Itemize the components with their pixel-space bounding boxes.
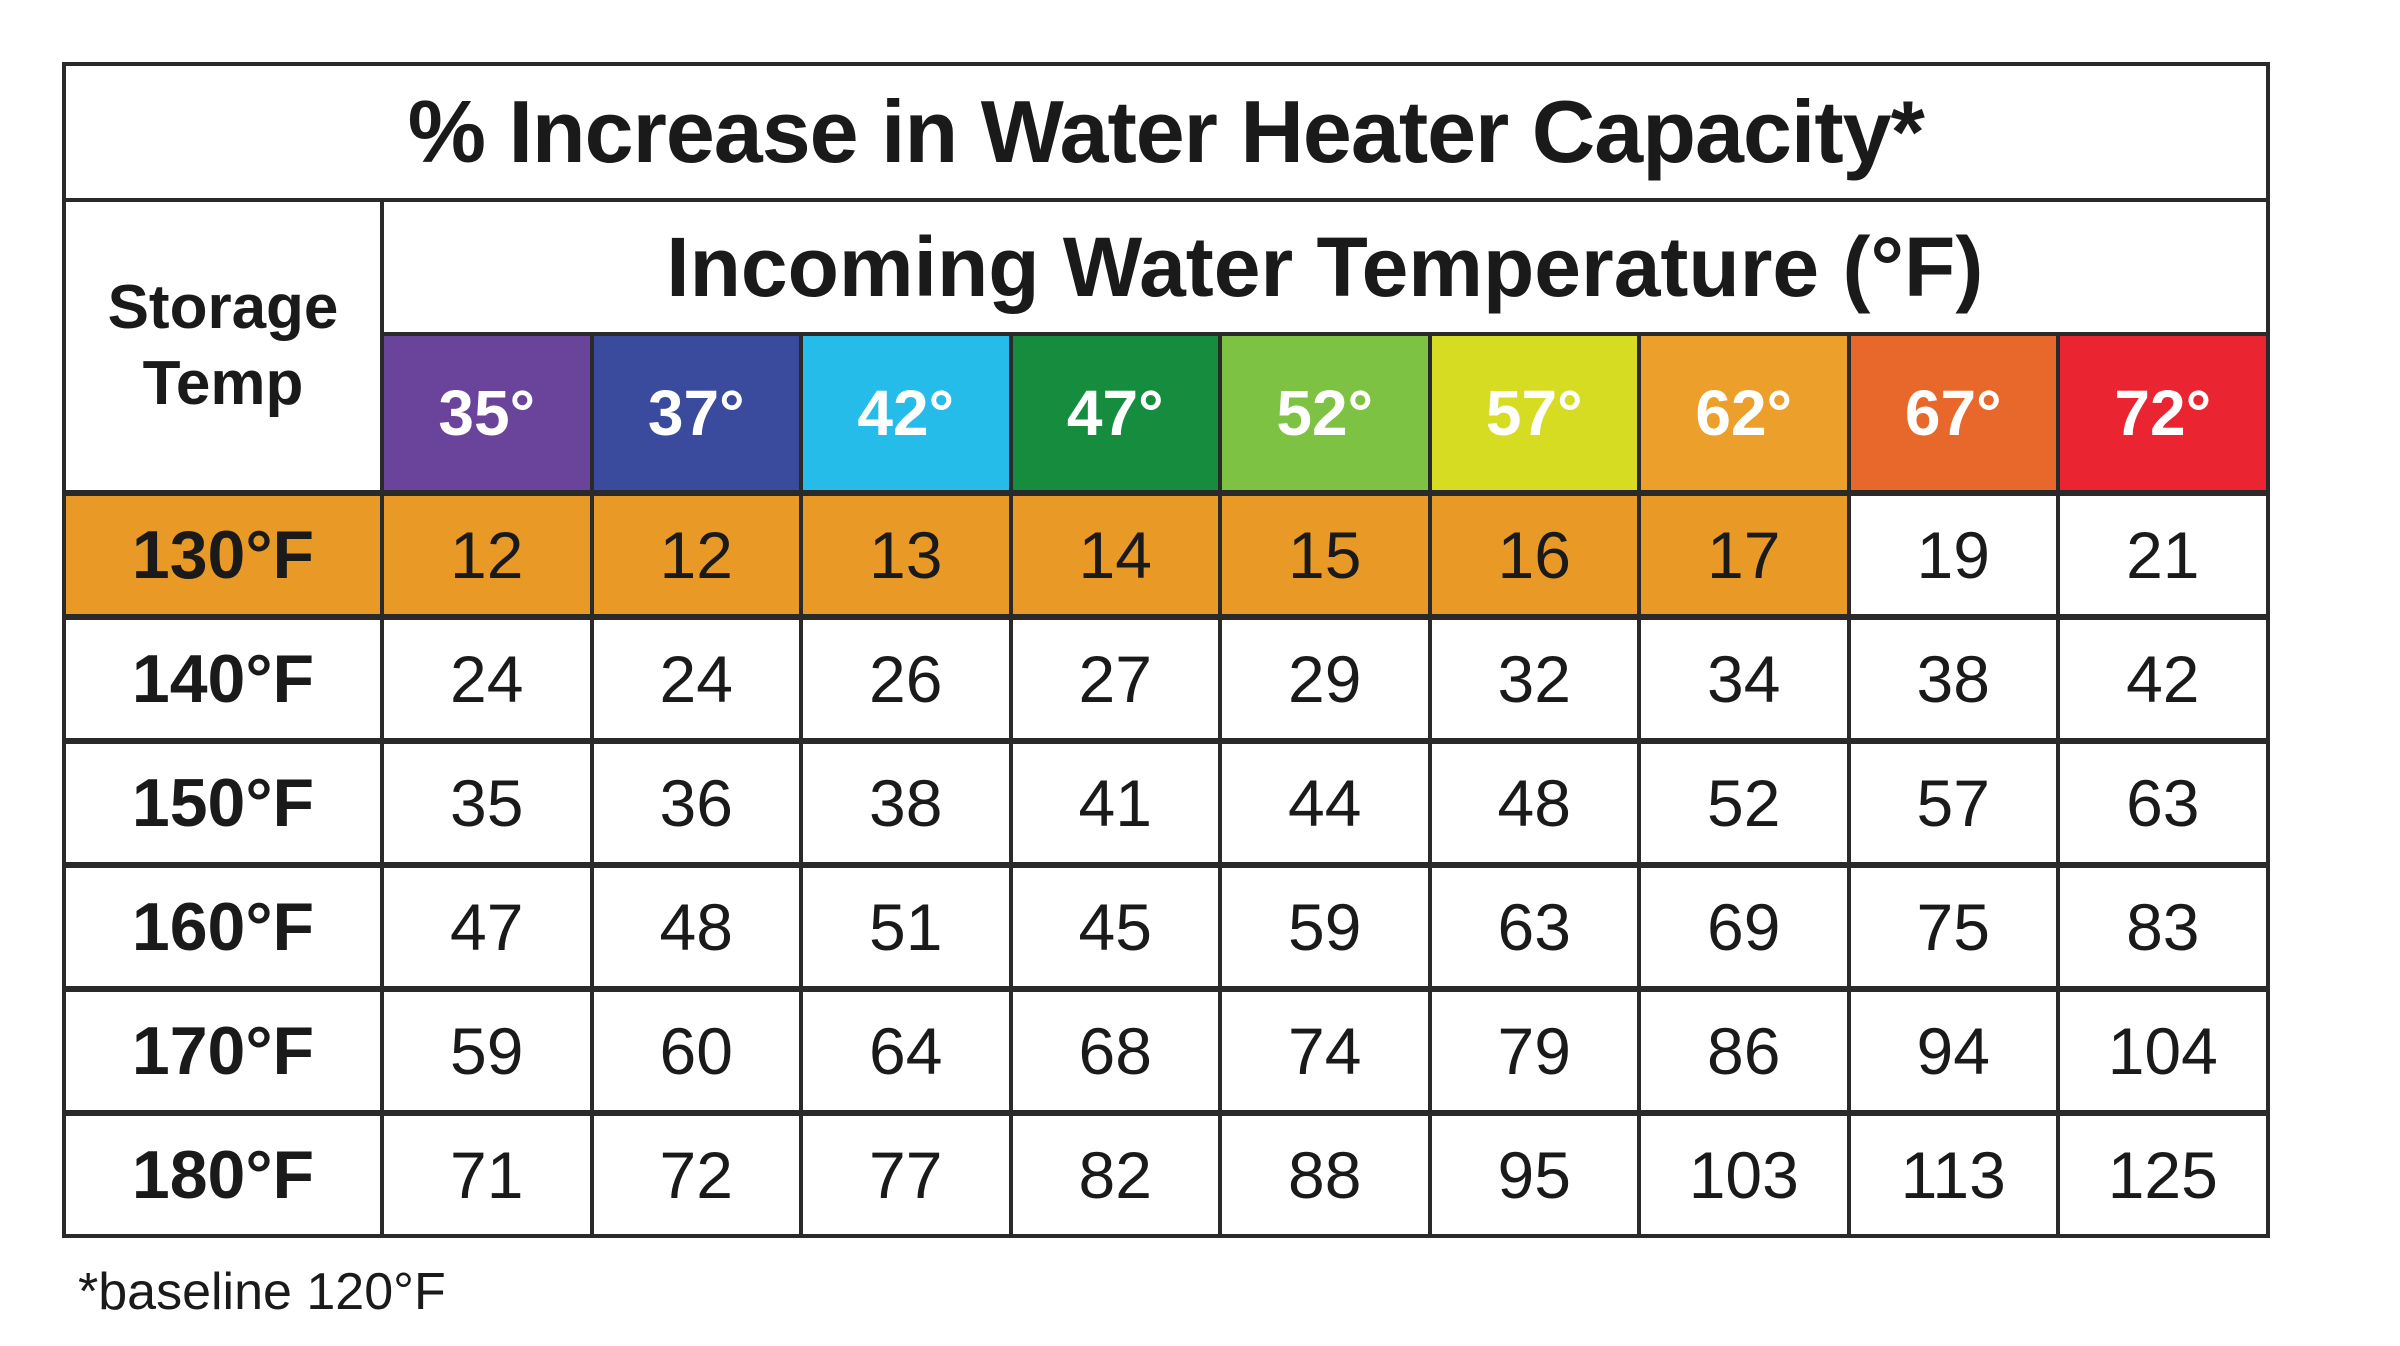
table-body: 130°F 12 12 13 14 15 16 17 19 21 140°F 24 24 26 27 29 32… [62, 490, 2270, 1238]
table-cell: 48 [1427, 738, 1641, 867]
table-cell: 69 [1637, 862, 1851, 991]
table-cell: 72 [589, 1110, 803, 1238]
column-header-35: 35° [380, 332, 594, 495]
table-cell: 16 [1427, 490, 1641, 619]
table-cell: 75 [1846, 862, 2060, 991]
row-label-170F: 170°F [62, 986, 384, 1115]
table-cell: 83 [2056, 862, 2270, 991]
table-cell: 95 [1427, 1110, 1641, 1238]
row-label-140F: 140°F [62, 614, 384, 743]
table-cell: 32 [1427, 614, 1641, 743]
table-cell: 59 [380, 986, 594, 1115]
footnote: *baseline 120°F [78, 1263, 446, 1321]
column-header-67: 67° [1846, 332, 2060, 495]
table-cell: 71 [380, 1110, 594, 1238]
table-cell: 52 [1637, 738, 1851, 867]
table-cell: 47 [380, 862, 594, 991]
storage-temp-header: Storage Temp [62, 198, 384, 495]
table-cell: 24 [589, 614, 803, 743]
table-cell: 38 [1846, 614, 2060, 743]
table-cell: 36 [589, 738, 803, 867]
table-cell: 113 [1846, 1110, 2060, 1238]
table-cell: 59 [1218, 862, 1432, 991]
table-cell: 13 [799, 490, 1013, 619]
table-cell: 88 [1218, 1110, 1432, 1238]
column-header-52: 52° [1218, 332, 1432, 495]
table-cell: 57 [1846, 738, 2060, 867]
table-row: 170°F 59 60 64 68 74 79 86 94 104 [62, 986, 2270, 1115]
table-cell: 34 [1637, 614, 1851, 743]
table-cell: 27 [1008, 614, 1222, 743]
table-cell: 19 [1846, 490, 2060, 619]
table-title: % Increase in Water Heater Capacity* [62, 62, 2270, 202]
column-header-47: 47° [1008, 332, 1222, 495]
table-cell: 60 [589, 986, 803, 1115]
table-cell: 24 [380, 614, 594, 743]
column-header-72: 72° [2056, 332, 2270, 495]
table-row: 140°F 24 24 26 27 29 32 34 38 42 [62, 614, 2270, 743]
table-cell: 77 [799, 1110, 1013, 1238]
table-cell: 51 [799, 862, 1013, 991]
table-cell: 14 [1008, 490, 1222, 619]
table-cell: 63 [1427, 862, 1641, 991]
table-cell: 42 [2056, 614, 2270, 743]
table-cell: 86 [1637, 986, 1851, 1115]
table-cell: 74 [1218, 986, 1432, 1115]
table-cell: 41 [1008, 738, 1222, 867]
table-cell: 12 [589, 490, 803, 619]
table-row: 130°F 12 12 13 14 15 16 17 19 21 [62, 490, 2270, 619]
table-cell: 15 [1218, 490, 1432, 619]
table-cell: 125 [2056, 1110, 2270, 1238]
table-cell: 12 [380, 490, 594, 619]
table-cell: 26 [799, 614, 1013, 743]
table-cell: 94 [1846, 986, 2060, 1115]
table-cell: 44 [1218, 738, 1432, 867]
row-label-130F: 130°F [62, 490, 384, 619]
table-cell: 45 [1008, 862, 1222, 991]
table-cell: 48 [589, 862, 803, 991]
table-cell: 68 [1008, 986, 1222, 1115]
table-cell: 17 [1637, 490, 1851, 619]
column-header-row: 35° 37° 42° 47° 52° 57° 62° 67° 72° [64, 332, 2270, 495]
table-cell: 29 [1218, 614, 1432, 743]
column-header-57: 57° [1427, 332, 1641, 495]
table-cell: 21 [2056, 490, 2270, 619]
column-header-37: 37° [589, 332, 803, 495]
table-cell: 64 [799, 986, 1013, 1115]
table-row: 150°F 35 36 38 41 44 48 52 57 63 [62, 738, 2270, 867]
capacity-table: % Increase in Water Heater Capacity* Sto… [62, 62, 2270, 1238]
table-cell: 104 [2056, 986, 2270, 1115]
table-row: 180°F 71 72 77 82 88 95 103 113 125 [62, 1110, 2270, 1238]
row-label-180F: 180°F [62, 1110, 384, 1238]
table-cell: 82 [1008, 1110, 1222, 1238]
column-header-62: 62° [1637, 332, 1851, 495]
incoming-temp-header: Incoming Water Temperature (°F) [380, 198, 2270, 334]
row-label-150F: 150°F [62, 738, 384, 867]
table-cell: 103 [1637, 1110, 1851, 1238]
column-header-42: 42° [799, 332, 1013, 495]
table-cell: 63 [2056, 738, 2270, 867]
table-cell: 38 [799, 738, 1013, 867]
row-label-160F: 160°F [62, 862, 384, 991]
table-cell: 35 [380, 738, 594, 867]
table-row: 160°F 47 48 51 45 59 63 69 75 83 [62, 862, 2270, 991]
table-cell: 79 [1427, 986, 1641, 1115]
